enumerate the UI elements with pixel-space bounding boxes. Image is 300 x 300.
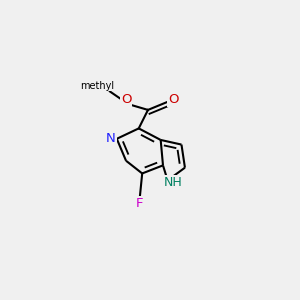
Text: O: O: [168, 93, 178, 106]
Text: methyl: methyl: [80, 81, 114, 91]
Text: F: F: [136, 197, 144, 210]
Text: N: N: [106, 132, 116, 145]
Text: NH: NH: [164, 176, 183, 189]
Text: O: O: [121, 93, 131, 106]
